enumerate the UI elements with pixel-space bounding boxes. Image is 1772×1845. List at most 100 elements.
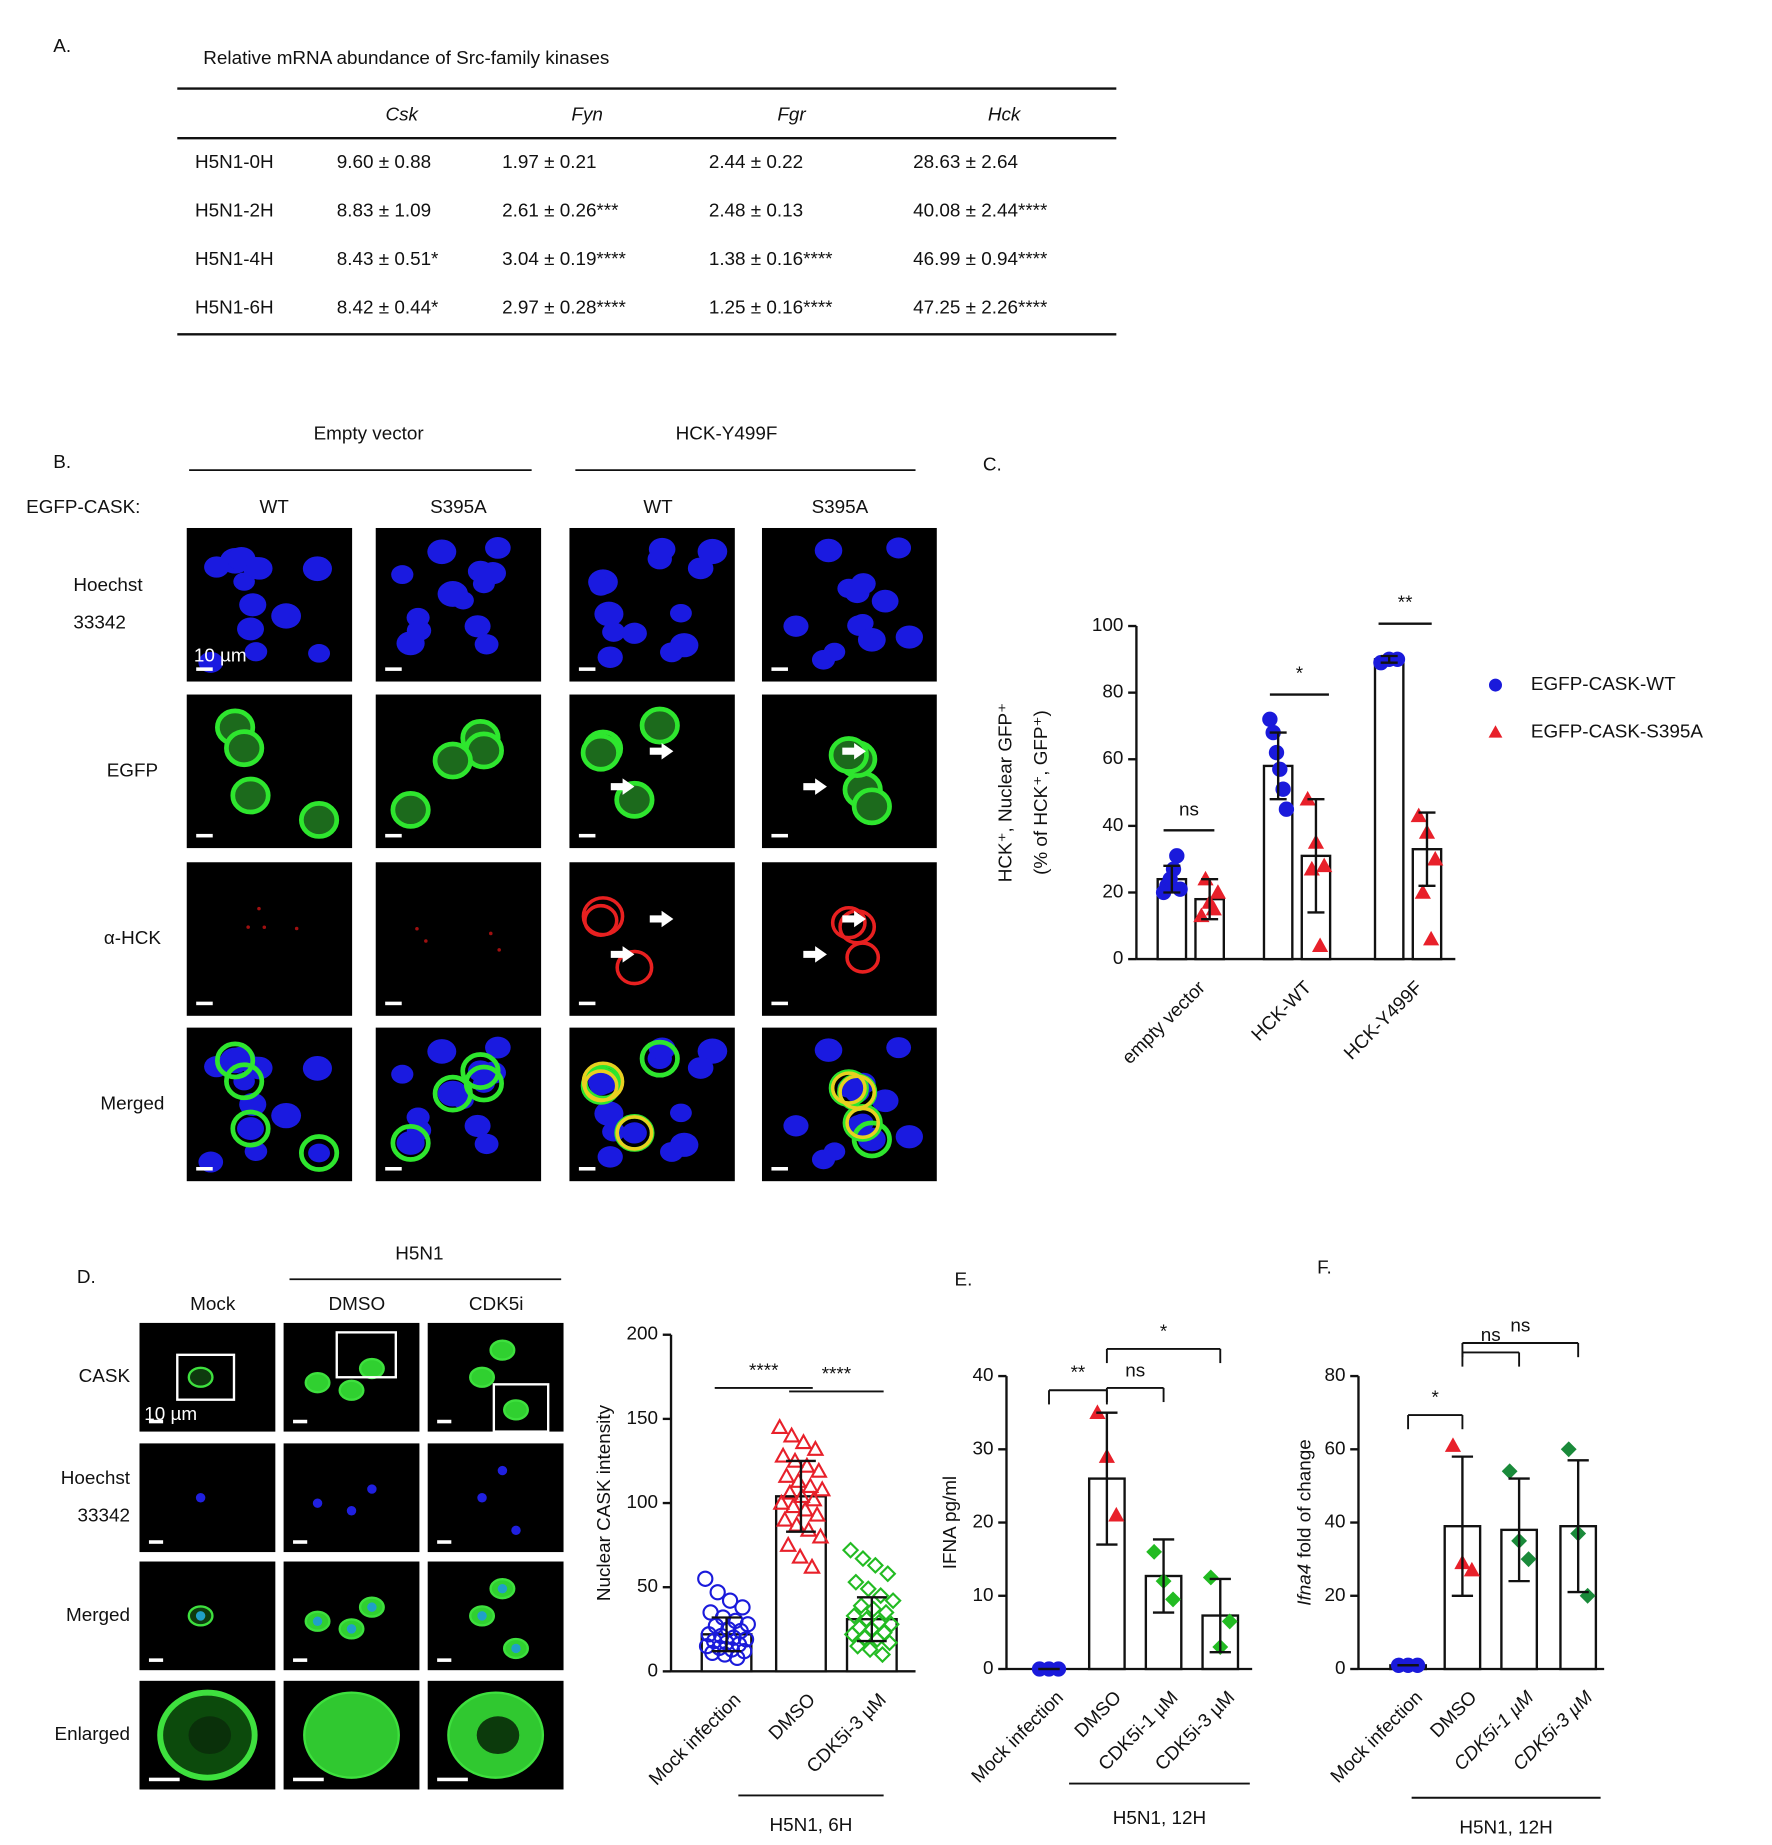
row-label: Hoechst: [61, 1468, 131, 1489]
data-point: [1268, 744, 1285, 761]
data-point: [861, 1640, 879, 1659]
scale-bar: [148, 1777, 180, 1782]
table-cell: 1.25 ± 0.16****: [709, 297, 833, 318]
data-point: [1262, 711, 1278, 727]
data-point: [784, 1497, 803, 1514]
data-point: [772, 1493, 791, 1510]
scale-bar: [196, 1001, 213, 1006]
nucleus: [886, 1037, 912, 1059]
data-point: [865, 1600, 883, 1618]
y-tick-label: 200: [627, 1324, 659, 1345]
nucleus: [621, 1122, 647, 1144]
y-tick-label: 80: [1102, 682, 1123, 703]
scale-bar: [771, 833, 788, 838]
comparison-label: ns: [1125, 1360, 1145, 1381]
scale-bar: [437, 1540, 452, 1544]
enlarged-nucleus: [188, 1716, 232, 1755]
nucleus: [312, 1616, 323, 1627]
nucleus: [391, 565, 414, 585]
group-label: H5N1, 12H: [1459, 1817, 1552, 1838]
group-label: H5N1: [395, 1243, 443, 1264]
arrow: [649, 742, 674, 760]
nucleus: [597, 1146, 623, 1168]
micrograph: [427, 1561, 564, 1671]
nucleus: [697, 1038, 728, 1064]
micrograph: [283, 1443, 420, 1553]
nucleus: [511, 1525, 521, 1536]
error-bar: [711, 1616, 742, 1653]
gfp-cell: [639, 1039, 680, 1078]
speck: [497, 948, 501, 952]
error-bar: [1269, 731, 1287, 801]
data-point: [1202, 1569, 1219, 1586]
data-point: [775, 1510, 794, 1527]
scale-bar: [196, 833, 213, 838]
nucleus: [811, 649, 836, 670]
data-point: [791, 1547, 809, 1564]
hck-cell: [830, 1071, 867, 1105]
error-bar: [1567, 1459, 1589, 1594]
error-bar: [1508, 1477, 1530, 1583]
row-label: Merged: [100, 1093, 164, 1114]
scale-bar: [578, 1167, 596, 1171]
nucleus: [621, 622, 647, 644]
panel-label: D.: [77, 1267, 96, 1288]
data-point: [808, 1505, 827, 1522]
nucleus: [472, 574, 495, 594]
nucleus: [308, 1143, 331, 1163]
row-label: Enlarged: [54, 1724, 130, 1745]
data-point: [1414, 884, 1431, 899]
data-point: [801, 1476, 820, 1493]
error-bar: [1096, 1411, 1118, 1546]
table-cell: 8.43 ± 0.51*: [337, 249, 439, 270]
table-cell: 8.42 ± 0.44*: [337, 297, 439, 318]
group-label: Empty vector: [314, 424, 424, 445]
data-point: [1520, 1551, 1537, 1568]
significance-label: *: [1296, 663, 1304, 684]
table-header: Hck: [988, 105, 1022, 126]
micrograph: [427, 1443, 564, 1553]
nucleus: [594, 601, 624, 627]
y-axis-label: Nuclear CASK intensity: [594, 1404, 615, 1601]
data-point: [811, 1527, 830, 1544]
y-tick-label: 40: [972, 1365, 993, 1386]
scale-bar-label: 10 µm: [194, 646, 247, 667]
row-label: 33342: [78, 1506, 131, 1527]
error-bar: [786, 1459, 816, 1533]
nucleus: [648, 537, 676, 561]
table-row-label: H5N1-6H: [195, 297, 274, 318]
table-row-label: H5N1-4H: [195, 249, 274, 270]
nucleus: [427, 1039, 457, 1064]
scale-bar: [578, 1001, 596, 1006]
nucleus: [437, 581, 468, 607]
scale-bar: [293, 1540, 308, 1544]
y-tick-label: 0: [1335, 1658, 1346, 1679]
scale-bar-label: 10 µm: [144, 1404, 197, 1425]
data-point: [843, 1625, 861, 1643]
gfp-cell: [224, 729, 265, 768]
nucleus: [589, 1076, 613, 1096]
data-point: [806, 1439, 825, 1456]
data-point: [1311, 937, 1329, 953]
nucleus: [195, 1611, 206, 1621]
comparison-label: ns: [1481, 1325, 1501, 1346]
error-bar: [1152, 1538, 1175, 1614]
speck: [415, 926, 419, 931]
column-label: WT: [259, 497, 289, 518]
legend-marker: [1488, 725, 1503, 738]
nucleus: [814, 538, 843, 563]
x-tick-label: DMSO: [1071, 1687, 1126, 1742]
error-bar: [1201, 877, 1219, 921]
gfp-cell: [390, 790, 431, 829]
gfp-cell: [230, 1109, 271, 1148]
y-tick-label: 30: [972, 1438, 993, 1459]
data-point: [1108, 1506, 1125, 1522]
scale-bar: [148, 1419, 164, 1424]
y-tick-label: 50: [637, 1576, 658, 1597]
comparison-label: ns: [1510, 1315, 1530, 1336]
table-cell: 1.38 ± 0.16****: [709, 249, 833, 270]
x-tick-label: Mock infection: [1327, 1687, 1427, 1787]
nucleus: [669, 1132, 699, 1157]
data-point: [813, 1480, 832, 1497]
